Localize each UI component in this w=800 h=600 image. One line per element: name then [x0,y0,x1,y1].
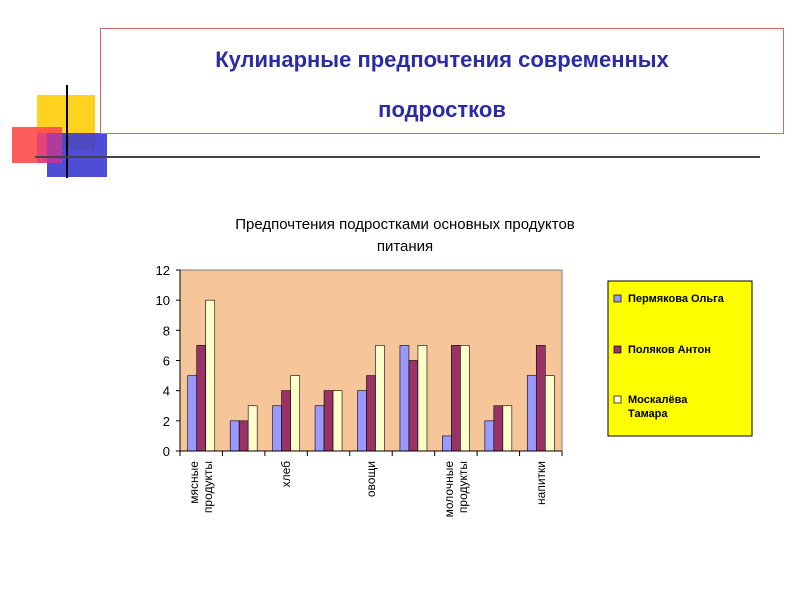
x-tick-label: мясныепродукты [187,461,215,513]
svg-text:мясныепродукты: мясныепродукты [187,461,215,513]
bar [493,405,504,452]
bar [484,420,495,452]
bar [196,345,207,452]
svg-text:хлеб: хлеб [279,461,293,488]
bar [399,345,410,452]
legend-swatch [613,395,622,404]
bar [187,375,198,452]
legend-label: Поляков Антон [628,344,711,356]
slide-title-box: Кулинарные предпочтения современных подр… [100,28,784,134]
bar [290,375,300,452]
bar [357,390,367,452]
y-tick-label: 2 [163,414,170,429]
y-tick-label: 0 [163,444,170,459]
x-tick-label: хлеб [279,461,293,488]
y-tick-label: 8 [163,323,170,338]
y-tick-label: 6 [163,354,170,369]
legend-label: Пермякова Ольга [628,293,725,305]
bar [366,375,376,452]
bar [272,405,282,452]
x-tick-label: молочныепродукты [442,461,470,518]
legend-swatch [613,345,622,354]
y-tick-label: 12 [156,263,170,278]
svg-text:молочныепродукты: молочныепродукты [442,461,470,518]
bar [544,375,555,452]
legend-label: Москалёва Тамара [628,394,688,420]
slide-title-line-2: подростков [378,97,506,122]
legend-box [607,280,753,437]
bar [375,345,385,452]
bar [205,299,216,452]
bar [451,345,461,452]
bar [526,375,537,452]
bar [417,345,428,452]
bar [408,360,419,452]
bar [281,390,291,452]
legend-swatch [613,294,622,303]
bar [460,345,470,452]
chart-title-line-1: Предпочтения подростками основных продук… [235,216,575,233]
x-tick-label: овощи [364,461,378,497]
chart-title-line-2: питания [377,238,433,255]
bar [323,390,334,452]
x-tick-label: напитки [534,461,548,505]
plot-area: 0 2 4 6 8 10 12 мясныепродукты хлеб овощи молочные… [156,263,563,518]
y-tick-label: 10 [156,293,170,308]
bar [229,420,240,452]
svg-text:напитки: напитки [534,461,548,505]
slide-title: Кулинарные предпочтения современных подр… [101,29,783,133]
slide-title-line-1: Кулинарные предпочтения современных [215,47,669,72]
chart-legend: Пермякова Ольга Поляков Антон Москалёва Там… [607,280,753,437]
bar [247,405,258,452]
bar [502,405,513,452]
bar [442,435,452,452]
bar [238,420,249,452]
svg-text:овощи: овощи [364,461,378,497]
bar [314,405,325,452]
bar [535,345,546,452]
y-tick-label: 4 [163,384,170,399]
bar [332,390,343,452]
